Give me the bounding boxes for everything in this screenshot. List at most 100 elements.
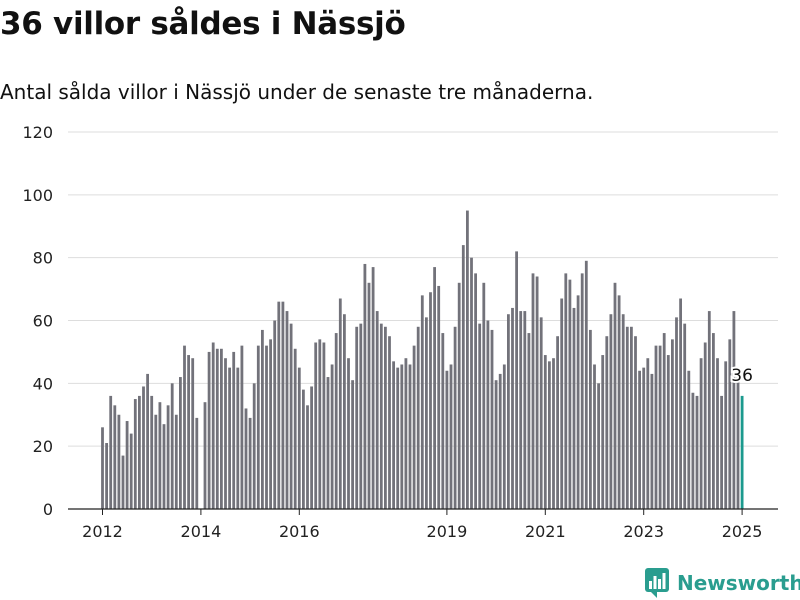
- bar: [379, 323, 383, 509]
- annotations: 36: [729, 364, 755, 388]
- bar: [572, 307, 576, 509]
- bar: [125, 421, 129, 509]
- bar: [597, 383, 600, 509]
- bar: [691, 392, 695, 509]
- x-tick-label: 2023: [623, 522, 664, 541]
- bar: [630, 326, 633, 509]
- bar: [285, 311, 289, 509]
- bar: [617, 295, 621, 509]
- bar: [207, 351, 211, 509]
- bar: [671, 339, 674, 509]
- bar: [654, 345, 658, 509]
- bar: [437, 285, 441, 509]
- bar: [322, 342, 326, 509]
- bar: [142, 386, 145, 509]
- x-tick-label: 2025: [722, 522, 763, 541]
- bar: [183, 345, 186, 509]
- bar: [302, 389, 305, 509]
- chart-subtitle: Antal sålda villor i Nässjö under de sen…: [0, 80, 594, 104]
- bar: [445, 370, 449, 509]
- bar: [621, 314, 625, 509]
- bar: [400, 364, 404, 509]
- bar: [150, 395, 154, 509]
- bar: [543, 355, 547, 509]
- bar: [384, 326, 387, 509]
- bar: [228, 367, 231, 509]
- bar: [359, 323, 363, 509]
- bar: [277, 301, 281, 509]
- bar: [511, 307, 514, 509]
- bar: [203, 402, 207, 509]
- bar: [490, 329, 494, 509]
- bar: [109, 395, 113, 509]
- bar: [101, 427, 104, 509]
- bar: [416, 326, 420, 509]
- bar: [593, 364, 596, 509]
- bar: [728, 339, 732, 509]
- bar: [338, 298, 342, 509]
- bar: [613, 282, 617, 509]
- bar: [531, 273, 535, 509]
- bar: [297, 367, 301, 509]
- brand-logo: Newsworthy: [645, 568, 800, 598]
- x-tick-label: 2016: [279, 522, 320, 541]
- x-tick-label: 2019: [427, 522, 468, 541]
- bar: [712, 333, 715, 509]
- bar: [675, 317, 678, 509]
- bar: [129, 433, 133, 509]
- bar: [429, 292, 432, 509]
- bar: [498, 373, 502, 509]
- bar: [117, 414, 121, 509]
- bar: [396, 367, 400, 509]
- bar: [560, 298, 564, 509]
- bar: [162, 424, 166, 509]
- bar: [699, 358, 703, 509]
- bar: [375, 311, 379, 509]
- bar: [425, 317, 428, 509]
- bar-chart: 0 20 40 60 80 100 120 2012 2014 2016 2019 2021 2023…: [22, 123, 778, 541]
- bar: [449, 364, 453, 509]
- bar: [215, 348, 219, 509]
- bar: [650, 373, 654, 509]
- bar: [646, 358, 650, 509]
- bar: [638, 370, 641, 509]
- bar: [289, 323, 293, 509]
- bar: [256, 345, 260, 509]
- bar: [507, 314, 510, 509]
- bar: [113, 405, 117, 509]
- bar: [261, 329, 264, 509]
- bar: [539, 317, 543, 509]
- bar: [363, 263, 367, 509]
- bar: [388, 336, 391, 509]
- y-tick-label: 20: [33, 437, 53, 456]
- bar: [281, 301, 285, 509]
- bar: [265, 345, 268, 509]
- bar: [224, 358, 227, 509]
- bar: [433, 267, 436, 509]
- bar: [494, 380, 498, 509]
- bar: [220, 348, 223, 509]
- bar: [634, 336, 637, 509]
- y-axis-tick-labels: 0 20 40 60 80 100 120: [22, 123, 53, 519]
- y-tick-label: 40: [33, 374, 53, 393]
- x-tick-label: 2014: [181, 522, 222, 541]
- bar: [466, 210, 469, 509]
- bar: [576, 295, 580, 509]
- bar: [642, 367, 646, 509]
- bar: [408, 364, 412, 509]
- bar: [552, 358, 555, 509]
- bar: [625, 326, 629, 509]
- bar: [174, 414, 178, 509]
- x-axis: [68, 508, 778, 515]
- bar: [146, 373, 149, 509]
- bar: [580, 273, 584, 509]
- y-tick-label: 60: [33, 312, 53, 331]
- bar: [293, 348, 297, 509]
- bar: [716, 358, 719, 509]
- bar: [347, 358, 350, 509]
- bar: [179, 377, 182, 509]
- bars: [101, 210, 744, 509]
- bar: [548, 361, 551, 509]
- bar: [732, 311, 736, 509]
- newsworthy-icon: [645, 568, 669, 598]
